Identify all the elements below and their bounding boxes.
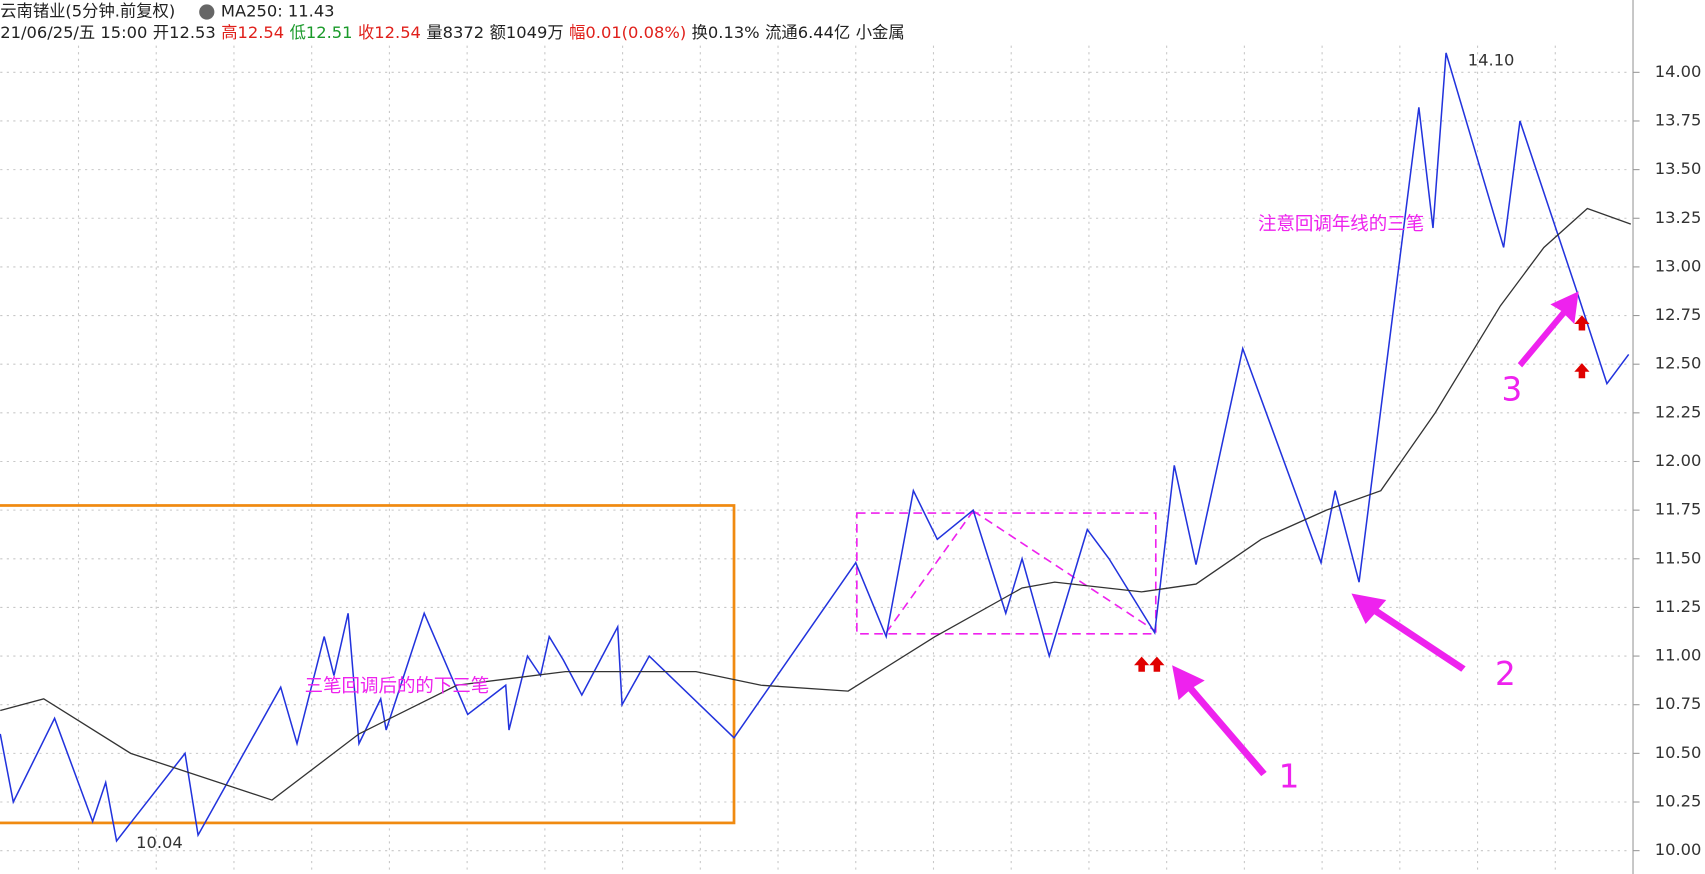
header-item: 收12.54 [358, 23, 421, 42]
series [0, 52, 1632, 843]
signal [1149, 656, 1165, 672]
number-label: 3 [1501, 370, 1522, 408]
header: 云南锗业(5分钟.前复权) MA250: 11.43 21/06/25/五 15… [0, 1, 904, 42]
signal [1134, 656, 1150, 672]
header-item: 幅0.01(0.08%) [569, 23, 686, 42]
header-item: 量8372 [426, 23, 484, 42]
header-item: 低12.51 [290, 23, 353, 42]
dashed-line [885, 510, 974, 634]
note: 注意回调年线的三笔 [1258, 214, 1424, 235]
dashed-box [856, 512, 1157, 635]
dashed-line [972, 510, 1156, 632]
header-item: 21/06/25/五 15:00 [0, 23, 147, 42]
ma-label: MA250: 11.43 [221, 1, 335, 20]
header-item: 流通6.44亿 [765, 23, 850, 42]
stock-title: 云南锗业(5分钟.前复权) [0, 1, 175, 20]
y-tick-label: 11.50 [1655, 548, 1702, 567]
y-tick-label: 13.50 [1655, 159, 1702, 178]
y-tick-label: 13.75 [1655, 110, 1702, 129]
low-label: 10.04 [136, 833, 183, 852]
y-tick-label: 13.25 [1655, 208, 1702, 227]
number-label: 2 [1495, 655, 1516, 693]
signal [1574, 315, 1590, 331]
y-tick-label: 10.50 [1655, 743, 1702, 762]
y-tick-label: 10.25 [1655, 792, 1702, 811]
header-item: 额1049万 [490, 23, 564, 42]
y-tick-label: 14.00 [1655, 62, 1702, 81]
y-tick-label: 10.75 [1655, 694, 1702, 713]
number-label: 1 [1279, 757, 1300, 795]
arrow [1517, 291, 1579, 368]
header-item: 换0.13% [692, 23, 760, 42]
header-item: 小金属 [856, 23, 905, 42]
note: 三笔回调后的的下三笔 [305, 676, 490, 697]
signal [1574, 363, 1590, 379]
grid: 10.00 10.25 10.50 10.75 11.00 11.25 11.50 11.75… [0, 45, 1702, 874]
pointer-arrows [1172, 291, 1579, 777]
icon [199, 4, 215, 20]
arrow [1172, 665, 1267, 777]
signal-arrows [1134, 315, 1590, 672]
y-tick-label: 12.50 [1655, 354, 1702, 373]
y-tick-label: 11.00 [1655, 646, 1702, 665]
range-box [0, 504, 736, 825]
series-line [0, 207, 1632, 801]
y-tick-label: 12.25 [1655, 402, 1702, 421]
y-tick-label: 12.00 [1655, 451, 1702, 470]
arrow [1351, 593, 1466, 672]
header-item: 高12.54 [221, 23, 284, 42]
y-tick-label: 10.00 [1655, 840, 1702, 859]
header-item: 开12.53 [153, 23, 216, 42]
y-tick-label: 11.25 [1655, 597, 1702, 616]
y-tick-label: 11.75 [1655, 500, 1702, 519]
y-tick-label: 13.00 [1655, 256, 1702, 275]
y-tick-label: 12.75 [1655, 305, 1702, 324]
high-label: 14.10 [1468, 50, 1515, 69]
